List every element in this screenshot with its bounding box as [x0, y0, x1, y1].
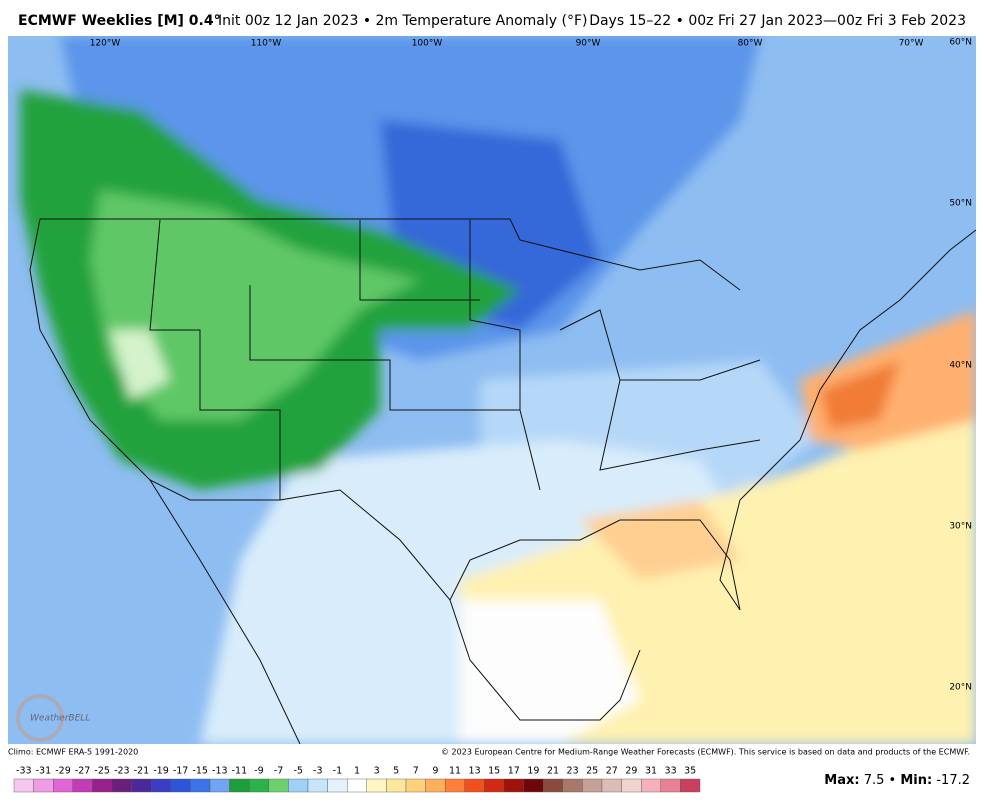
- latitude-label: 30°N: [949, 522, 972, 532]
- colorbar-swatch: [288, 778, 309, 793]
- colorbar-label: 17: [508, 766, 520, 777]
- colorbar-label: 21: [547, 766, 559, 777]
- colorbar-label: -25: [94, 766, 110, 777]
- colorbar-label: 25: [586, 766, 598, 777]
- colorbar-swatch: [33, 778, 54, 793]
- colorbar-label: 33: [665, 766, 677, 777]
- latitude-label: 40°N: [949, 361, 972, 371]
- colorbar-label: -23: [114, 766, 130, 777]
- colorbar-swatch: [641, 778, 662, 793]
- colorbar-label: -9: [254, 766, 263, 777]
- colorbar-swatch: [543, 778, 564, 793]
- colorbar-swatch: [53, 778, 74, 793]
- colorbar-swatch: [680, 778, 701, 793]
- logo-mark: [16, 694, 64, 742]
- colorbar-label: -27: [75, 766, 91, 777]
- colorbar-label: -11: [232, 766, 248, 777]
- latitude-label: 60°N: [949, 38, 972, 48]
- latitude-label: 20°N: [949, 683, 972, 693]
- colorbar-swatch: [562, 778, 583, 793]
- colorbar-swatch: [425, 778, 446, 793]
- colorbar-swatch: [13, 778, 34, 793]
- longitude-label: 90°W: [576, 39, 601, 49]
- colorbar-label: 1: [354, 766, 360, 777]
- colorbar-swatch: [248, 778, 269, 793]
- colorbar-label: 35: [684, 766, 696, 777]
- colorbar-label: -29: [55, 766, 71, 777]
- colorbar-swatch: [660, 778, 681, 793]
- colorbar-swatch: [405, 778, 426, 793]
- colorbar-swatch: [484, 778, 505, 793]
- map: [8, 36, 976, 744]
- colorbar-swatch: [307, 778, 328, 793]
- colorbar-swatch: [209, 778, 230, 793]
- colorbar-swatch: [170, 778, 191, 793]
- colorbar-swatch: [327, 778, 348, 793]
- colorbar: -33 -31 -29 -27 -25 -23 -21 -19 -17 -15 -13 -11 -9 -7…: [13, 766, 701, 793]
- min-label: Min:: [900, 773, 932, 788]
- subtitle: Init 00z 12 Jan 2023 • 2m Temperature An…: [218, 13, 588, 29]
- colorbar-swatch: [366, 778, 387, 793]
- colorbar-label: 31: [645, 766, 657, 777]
- colorbar-label: 3: [374, 766, 380, 777]
- colorbar-swatch: [582, 778, 603, 793]
- min: -17.2: [936, 773, 970, 788]
- colorbar-label: -21: [134, 766, 150, 777]
- colorbar-swatch: [523, 778, 544, 793]
- colorbar-label: 29: [625, 766, 637, 777]
- colorbar-swatch: [92, 778, 113, 793]
- colorbar-swatch: [386, 778, 407, 793]
- climo: Climo: ECMWF ERA-5 1991-2020: [8, 748, 138, 757]
- colorbar-label: -13: [212, 766, 228, 777]
- colorbar-label: 19: [527, 766, 539, 777]
- colorbar-label: -1: [333, 766, 342, 777]
- colorbar-label: 23: [567, 766, 579, 777]
- colorbar-swatch: [445, 778, 466, 793]
- colorbar-label: -31: [36, 766, 52, 777]
- colorbar-swatch: [111, 778, 132, 793]
- colorbar-label: 7: [413, 766, 419, 777]
- colorbar-label: 15: [488, 766, 500, 777]
- colorbar-swatch: [72, 778, 93, 793]
- colorbar-label: 5: [393, 766, 399, 777]
- colorbar-label: 9: [432, 766, 438, 777]
- stats: Max: 7.5 • Min: -17.2: [824, 773, 970, 788]
- colorbar-label: 27: [606, 766, 618, 777]
- max: 7.5: [864, 773, 885, 788]
- colorbar-swatch: [268, 778, 289, 793]
- colorbar-swatch: [229, 778, 250, 793]
- latitude-labels: 60°N 50°N 40°N 30°N 20°N: [949, 38, 972, 693]
- colorbar-swatch: [347, 778, 368, 793]
- longitude-labels: 120°W 110°W 100°W 90°W 80°W 70°W: [90, 39, 924, 49]
- colorbar-swatch: [464, 778, 485, 793]
- colorbar-label: -3: [313, 766, 322, 777]
- logo: WeatherBELL: [30, 714, 90, 724]
- longitude-label: 110°W: [251, 39, 282, 49]
- copyright: © 2023 European Centre for Medium-Range …: [441, 748, 970, 757]
- latitude-label: 50°N: [949, 199, 972, 209]
- colorbar-label: -19: [153, 766, 169, 777]
- separator: •: [889, 773, 897, 788]
- longitude-label: 70°W: [899, 39, 924, 49]
- colorbar-label: -15: [192, 766, 208, 777]
- colorbar-swatch: [503, 778, 524, 793]
- max-label: Max:: [824, 773, 859, 788]
- colorbar-label: -5: [293, 766, 302, 777]
- period: Days 15–22 • 00z Fri 27 Jan 2023—00z Fri…: [589, 13, 966, 29]
- colorbar-swatch: [601, 778, 622, 793]
- colorbar-swatch: [131, 778, 152, 793]
- colorbar-swatch: [190, 778, 211, 793]
- colorbar-swatch: [150, 778, 171, 793]
- colorbar-label: -33: [16, 766, 32, 777]
- longitude-label: 80°W: [738, 39, 763, 49]
- colorbar-label: -7: [274, 766, 283, 777]
- colorbar-swatch: [621, 778, 642, 793]
- longitude-label: 100°W: [412, 39, 443, 49]
- colorbar-label: -17: [173, 766, 189, 777]
- colorbar-label: 11: [449, 766, 461, 777]
- title: ECMWF Weeklies [M] 0.4°: [18, 13, 221, 29]
- colorbar-label: 13: [469, 766, 481, 777]
- longitude-label: 120°W: [90, 39, 121, 49]
